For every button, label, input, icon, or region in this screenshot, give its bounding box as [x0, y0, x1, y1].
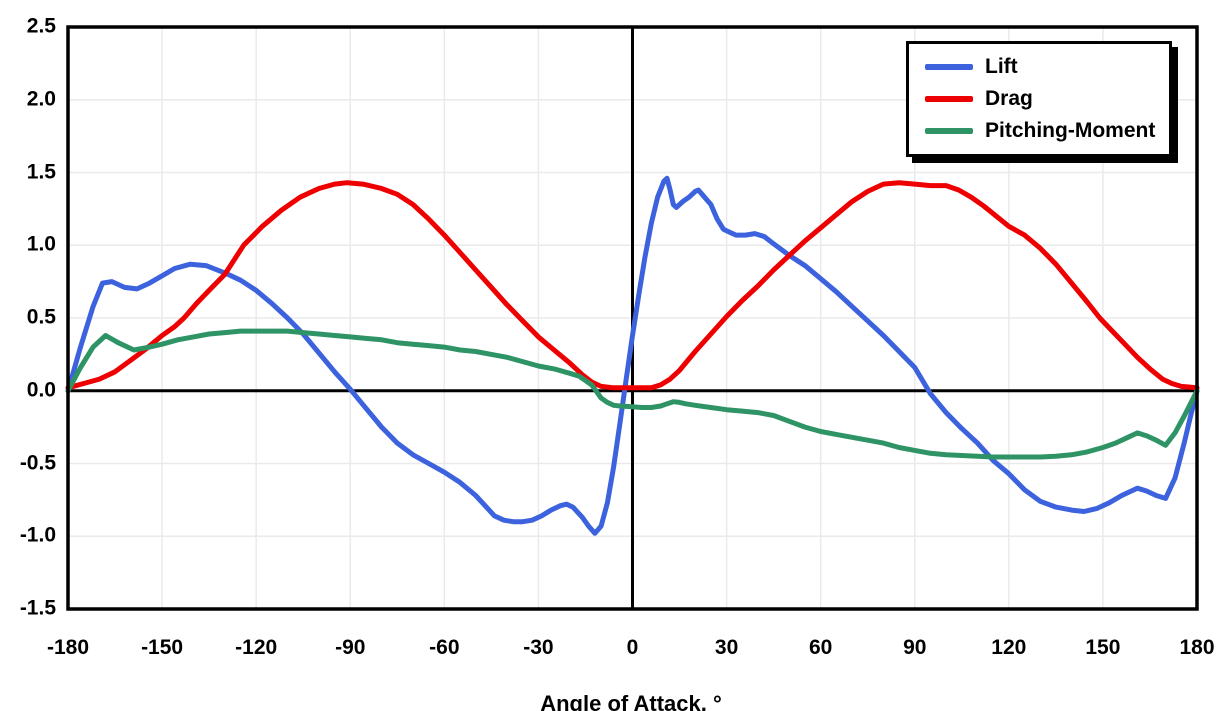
- x-tick-label: 0: [626, 636, 639, 659]
- x-axis-title: Angle of Attack, °: [540, 691, 722, 711]
- y-tick-label: -0.5: [19, 451, 56, 475]
- y-tick-label: -1.5: [19, 596, 56, 620]
- legend-label-drag: Drag: [985, 87, 1033, 110]
- x-tick-label: 30: [714, 636, 739, 659]
- plot-border: [66, 25, 1199, 611]
- y-tick-label: -1.0: [19, 523, 56, 547]
- legend-swatch-drag: [925, 96, 973, 102]
- legend-swatch-lift: [925, 64, 973, 70]
- x-tick-label: -60: [429, 636, 460, 659]
- legend-label-lift: Lift: [985, 55, 1018, 78]
- x-tick-label: -120: [235, 636, 278, 659]
- y-tick-label: 0.5: [26, 305, 56, 329]
- legend-item-pitching-moment: Pitching-Moment: [909, 115, 1169, 147]
- x-tick-label: -150: [141, 636, 184, 659]
- x-tick-label: -180: [46, 636, 90, 659]
- x-tick-label: -90: [335, 636, 366, 659]
- x-tick-label: 60: [808, 636, 833, 659]
- x-tick-label: -30: [523, 636, 554, 659]
- x-tick-label: 90: [903, 636, 927, 659]
- x-tick-label: 180: [1179, 636, 1215, 659]
- y-tick-label: 1.5: [26, 160, 56, 184]
- x-tick-label: 120: [991, 636, 1027, 659]
- series-line-drag: [65, 180, 1200, 391]
- series-line-pitching-moment: [65, 328, 1200, 460]
- y-tick-label: 0.0: [26, 378, 56, 402]
- x-tick-label: 150: [1085, 636, 1121, 659]
- legend-item-drag: Drag: [909, 83, 1169, 115]
- legend-item-lift: Lift: [909, 51, 1169, 83]
- legend-label-pitching-moment: Pitching-Moment: [985, 119, 1156, 142]
- y-tick-label: 1.0: [26, 232, 56, 256]
- legend-swatch-pitching-moment: [925, 128, 973, 134]
- y-tick-label: 2.0: [26, 87, 56, 111]
- y-tick-label: 2.5: [26, 14, 56, 38]
- legend: Lift Drag Pitching-Moment: [906, 41, 1172, 157]
- series-line-lift: [65, 175, 1200, 536]
